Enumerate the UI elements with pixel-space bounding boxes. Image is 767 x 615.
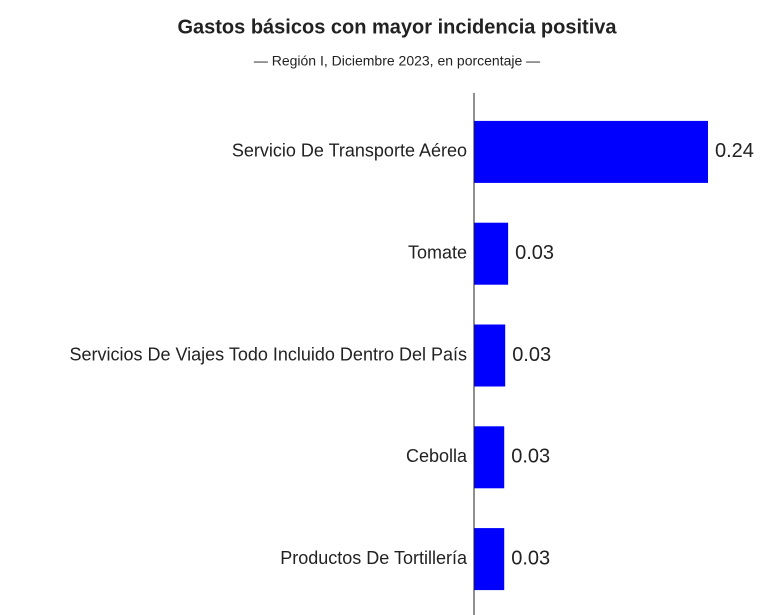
category-label: Cebolla [406,446,468,466]
value-label: 0.03 [511,446,550,468]
category-label: Tomate [408,242,467,262]
bar [474,222,509,285]
category-label: Servicios De Viajes Todo Incluido Dentro… [69,344,467,364]
bar [474,120,708,183]
category-label: Servicio De Transporte Aéreo [232,141,467,161]
bar [474,528,505,591]
value-label: 0.03 [512,344,551,366]
chart-subtitle: — Región I, Diciembre 2023, en porcentaj… [254,53,540,69]
chart-title: Gastos básicos con mayor incidencia posi… [177,16,617,38]
value-label: 0.24 [715,140,754,162]
bar [474,324,506,387]
category-label: Productos De Tortillería [280,548,468,568]
value-label: 0.03 [515,242,554,264]
bar [474,426,505,489]
value-label: 0.03 [511,547,550,569]
